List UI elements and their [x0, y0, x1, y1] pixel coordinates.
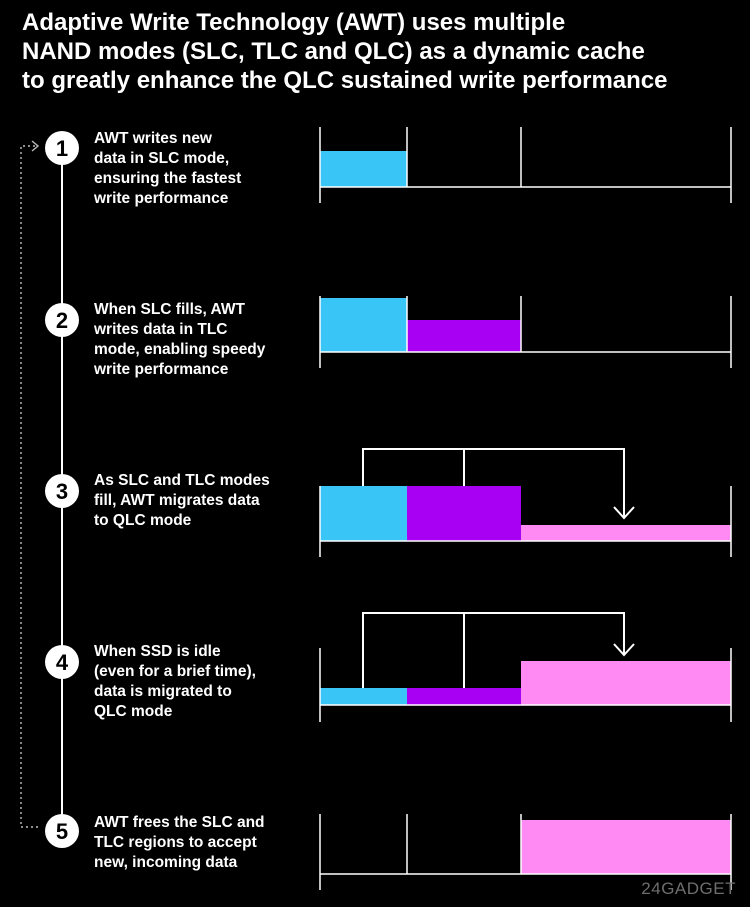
step-number-4: 4 — [56, 650, 69, 675]
step-number-1: 1 — [56, 136, 68, 161]
step-2-line-1: When SLC fills, AWT — [94, 301, 245, 318]
watermark: 24GADGET — [641, 879, 736, 898]
step-3-line-2: fill, AWT migrates data — [94, 492, 260, 509]
step-5-line-3: new, incoming data — [94, 854, 238, 871]
loop-connector — [20, 145, 38, 828]
step-badge-5: 5 — [45, 814, 79, 848]
qlc-block — [521, 525, 731, 541]
tlc-block — [407, 486, 521, 541]
step-4-line-2: (even for a brief time), — [94, 663, 256, 680]
storage-bar-step-1 — [319, 127, 732, 203]
step-5-line-2: TLC regions to accept — [94, 834, 257, 851]
step-badge-4: 4 — [45, 645, 79, 679]
slc-block — [320, 151, 407, 187]
step-1-line-3: ensuring the fastest — [94, 170, 242, 187]
step-4-line-4: QLC mode — [94, 703, 173, 720]
step-number-5: 5 — [56, 819, 68, 844]
step-5-line-1: AWT frees the SLC and — [94, 814, 265, 831]
migration-connector — [362, 448, 625, 517]
title-line-2: NAND modes (SLC, TLC and QLC) as a dynam… — [22, 38, 645, 65]
migration-connector — [362, 612, 625, 688]
step-2-line-4: write performance — [94, 361, 229, 378]
diagram-title: Adaptive Write Technology (AWT) uses mul… — [22, 8, 742, 95]
step-3-description: As SLC and TLC modes fill, AWT migrates … — [94, 471, 309, 531]
step-4-description: When SSD is idle (even for a brief time)… — [94, 642, 309, 722]
step-2-line-3: mode, enabling speedy — [94, 341, 266, 358]
step-5-description: AWT frees the SLC and TLC regions to acc… — [94, 813, 309, 873]
step-2-description: When SLC fills, AWT writes data in TLC m… — [94, 300, 309, 380]
loop-arrow-icon — [31, 140, 40, 152]
qlc-block — [521, 820, 731, 874]
step-1-description: AWT writes new data in SLC mode, ensurin… — [94, 129, 309, 209]
tlc-block — [407, 688, 521, 705]
step-4-line-3: data is migrated to — [94, 683, 232, 700]
step-badge-1: 1 — [45, 131, 79, 165]
slc-block — [320, 486, 407, 541]
migration-arrow-icon — [613, 643, 635, 657]
title-line-3: to greatly enhance the QLC sustained wri… — [22, 67, 668, 94]
title-line-1: Adaptive Write Technology (AWT) uses mul… — [22, 9, 566, 36]
step-number-3: 3 — [56, 479, 68, 504]
step-3-line-3: to QLC mode — [94, 512, 192, 529]
step-2-line-2: writes data in TLC — [94, 321, 228, 338]
tlc-block — [407, 320, 521, 352]
step-badge-3: 3 — [45, 474, 79, 508]
storage-bar-step-3 — [319, 448, 732, 557]
migration-arrow-icon — [613, 506, 635, 520]
slc-block — [320, 688, 407, 705]
step-number-2: 2 — [56, 308, 68, 333]
storage-bar-step-5 — [319, 814, 732, 890]
step-1-line-2: data in SLC mode, — [94, 150, 230, 167]
slc-block — [320, 298, 407, 352]
storage-bar-step-2 — [319, 296, 732, 368]
qlc-block — [521, 661, 731, 705]
step-3-line-1: As SLC and TLC modes — [94, 472, 270, 489]
step-1-line-1: AWT writes new — [94, 130, 212, 147]
step-4-line-1: When SSD is idle — [94, 643, 221, 660]
storage-bar-step-4 — [319, 612, 732, 722]
step-1-line-4: write performance — [94, 190, 229, 207]
step-badge-2: 2 — [45, 303, 79, 337]
